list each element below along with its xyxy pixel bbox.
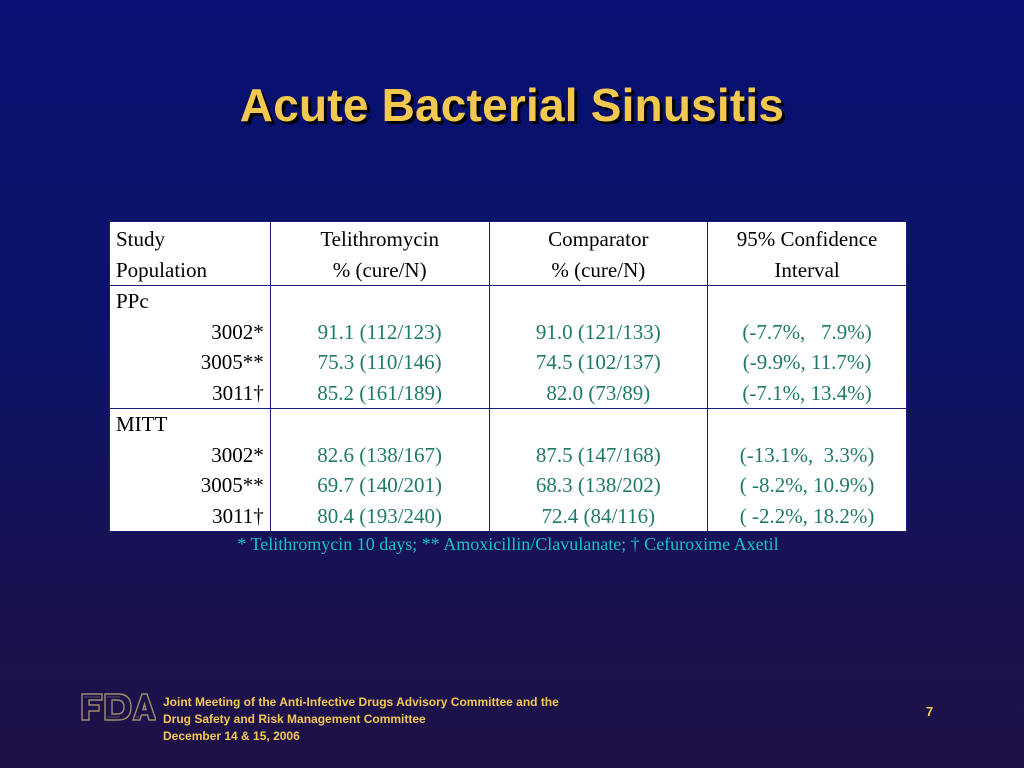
comparator-value: 91.0 (121/133) [535,319,661,344]
footer-line: Drug Safety and Risk Management Committe… [163,712,426,726]
group-study-cell: PPc 3002* 3005** 3011† [109,285,271,409]
ci-value: (-13.1%, 3.3%) [739,442,875,467]
table-footnote: * Telithromycin 10 days; ** Amoxicillin/… [237,534,779,554]
telithromycin-value: 80.4 (193/240) [317,503,443,528]
ci-value: (-7.1%, 13.4%) [742,380,872,405]
group-label: MITT [116,412,168,436]
fda-logo [81,693,156,721]
telithromycin-value: 91.1 (112/123) [317,319,442,344]
header-line: Population [116,257,208,282]
slide-title: Acute Bacterial Sinusitis [239,79,785,131]
study-id: 3002* [211,319,264,344]
study-id: 3005** [200,350,264,374]
header-line: Comparator [548,227,649,251]
header-line: % (cure/N) [332,257,427,282]
header-line: % (cure/N) [551,257,646,282]
header-comparator: Comparator % (cure/N) [488,221,709,286]
telithromycin-value: 82.6 (138/167) [317,442,443,467]
group-telithromycin-cell: 82.6 (138/167) 69.7 (140/201) 80.4 (193/… [269,408,490,532]
header-line: Telithromycin [320,227,439,251]
footer-line: December 14 & 15, 2006 [163,729,300,743]
group-ci-cell: (-13.1%, 3.3%) ( -8.2%, 10.9%) ( -2.2%, … [707,408,907,532]
header-study-population: Study Population [109,221,271,286]
study-id: 3011† [212,503,264,528]
group-telithromycin-cell: 91.1 (112/123) 75.3 (110/146) 85.2 (161/… [269,285,490,409]
ci-value: ( -8.2%, 10.9%) [739,473,875,497]
ci-value: (-7.7%, 7.9%) [742,319,872,344]
table-group-ppc: PPc 3002* 3005** 3011† 91.1 (112/123) 75… [109,285,907,409]
group-comparator-cell: 91.0 (121/133) 74.5 (102/137) 82.0 (73/8… [488,285,709,409]
header-line: 95% Confidence [736,227,878,251]
footer-line: Joint Meeting of the Anti-Infective Drug… [163,695,559,709]
group-comparator-cell: 87.5 (147/168) 68.3 (138/202) 72.4 (84/1… [488,408,709,532]
table-header-row: Study Population Telithromycin % (cure/N… [109,221,907,286]
group-ci-cell: (-7.7%, 7.9%) (-9.9%, 11.7%) (-7.1%, 13.… [707,285,907,409]
header-confidence-interval: 95% Confidence Interval [707,221,907,286]
ci-value: (-9.9%, 11.7%) [742,350,872,374]
telithromycin-value: 69.7 (140/201) [317,473,443,497]
results-table: Study Population Telithromycin % (cure/N… [109,221,907,532]
header-line: Study [116,227,166,251]
table-group-mitt: MITT 3002* 3005** 3011† 82.6 (138/167) 6… [109,408,907,532]
study-id: 3011† [212,380,264,405]
telithromycin-value: 85.2 (161/189) [317,380,443,405]
header-telithromycin: Telithromycin % (cure/N) [269,221,490,286]
ci-value: ( -2.2%, 18.2%) [739,503,875,528]
comparator-value: 68.3 (138/202) [535,473,661,497]
study-id: 3002* [211,442,264,467]
comparator-value: 72.4 (84/116) [541,503,656,528]
comparator-value: 82.0 (73/89) [546,380,651,405]
header-line: Interval [774,257,840,282]
page-number: 7 [926,704,934,719]
comparator-value: 87.5 (147/168) [535,442,661,467]
footer-meeting-info: Joint Meeting of the Anti-Infective Drug… [163,694,559,745]
comparator-value: 74.5 (102/137) [535,350,661,374]
group-study-cell: MITT 3002* 3005** 3011† [109,408,271,532]
study-id: 3005** [200,473,264,497]
group-label: PPc [116,289,149,313]
telithromycin-value: 75.3 (110/146) [317,350,442,374]
